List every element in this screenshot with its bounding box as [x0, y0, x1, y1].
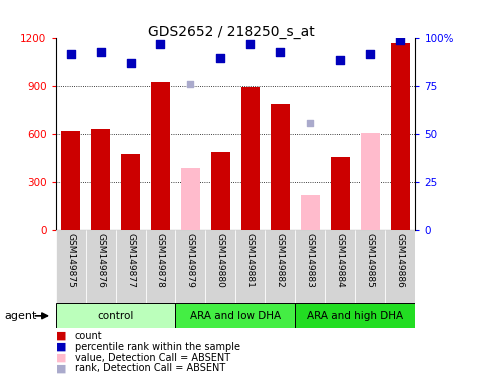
Point [277, 49, 284, 55]
Bar [56, 303, 175, 328]
Point [397, 37, 404, 43]
Text: ARA and high DHA: ARA and high DHA [307, 311, 403, 321]
Bar [61, 131, 80, 230]
Text: GSM149880: GSM149880 [216, 233, 225, 288]
Bar [331, 157, 350, 230]
Point [156, 41, 164, 47]
Point [307, 120, 314, 126]
Point [367, 51, 374, 57]
Bar [56, 230, 85, 303]
Bar [326, 230, 355, 303]
Text: GSM149883: GSM149883 [306, 233, 315, 288]
Bar [296, 230, 326, 303]
Text: GSM149885: GSM149885 [366, 233, 375, 288]
Bar [145, 230, 175, 303]
Bar [211, 152, 230, 230]
Text: percentile rank within the sample: percentile rank within the sample [75, 342, 240, 352]
Point [97, 49, 104, 55]
Text: ■: ■ [56, 363, 66, 373]
Text: GSM149884: GSM149884 [336, 233, 345, 287]
Text: GSM149877: GSM149877 [126, 233, 135, 288]
Point [127, 60, 134, 66]
Text: rank, Detection Call = ABSENT: rank, Detection Call = ABSENT [75, 363, 225, 373]
Bar [301, 195, 320, 230]
Text: control: control [98, 311, 134, 321]
Bar [175, 230, 205, 303]
Text: GSM149878: GSM149878 [156, 233, 165, 288]
Bar [91, 129, 110, 230]
Text: value, Detection Call = ABSENT: value, Detection Call = ABSENT [75, 353, 230, 362]
Bar [151, 81, 170, 230]
Point [67, 51, 74, 57]
Bar [355, 230, 385, 303]
Text: GSM149882: GSM149882 [276, 233, 285, 287]
Bar [241, 87, 260, 230]
Bar [115, 230, 145, 303]
Text: GDS2652 / 218250_s_at: GDS2652 / 218250_s_at [148, 25, 315, 39]
Text: GSM149875: GSM149875 [66, 233, 75, 288]
Bar [391, 43, 410, 230]
Text: count: count [75, 331, 102, 341]
Point [216, 55, 224, 61]
Text: ARA and low DHA: ARA and low DHA [190, 311, 281, 321]
Bar [175, 303, 296, 328]
Text: ■: ■ [56, 342, 66, 352]
Bar [270, 104, 290, 230]
Bar [181, 168, 200, 230]
Text: GSM149881: GSM149881 [246, 233, 255, 288]
Text: agent: agent [5, 311, 37, 321]
Bar [236, 230, 266, 303]
Text: ■: ■ [56, 353, 66, 362]
Point [186, 81, 194, 88]
Bar [121, 154, 140, 230]
Point [247, 41, 255, 47]
Bar [205, 230, 236, 303]
Bar [296, 303, 415, 328]
Bar [385, 230, 415, 303]
Bar [85, 230, 115, 303]
Text: GSM149876: GSM149876 [96, 233, 105, 288]
Bar [361, 133, 380, 230]
Point [337, 56, 344, 63]
Text: ■: ■ [56, 331, 66, 341]
Text: GSM149879: GSM149879 [186, 233, 195, 288]
Bar [266, 230, 296, 303]
Text: GSM149886: GSM149886 [396, 233, 405, 288]
